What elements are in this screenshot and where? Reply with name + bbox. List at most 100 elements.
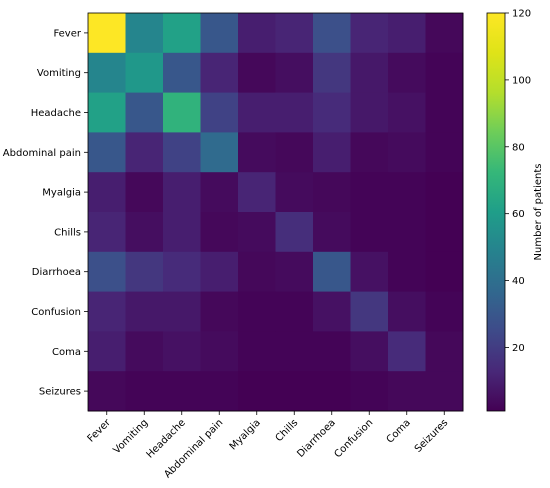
heatmap-cell — [125, 172, 164, 213]
heatmap-cell — [275, 371, 314, 412]
heatmap-cell — [238, 132, 276, 173]
heatmap-cell — [200, 212, 239, 253]
row-label: Diarrhoea — [32, 267, 81, 278]
heatmap-cell — [388, 92, 426, 133]
heatmap-cell — [350, 371, 389, 412]
heatmap-cell — [88, 13, 126, 54]
heatmap-cell — [425, 331, 464, 372]
heatmap-cell — [88, 52, 126, 94]
heatmap-cell — [350, 172, 389, 213]
heatmap-cell — [88, 172, 126, 213]
heatmap-cell — [275, 172, 314, 213]
heatmap-cell — [425, 371, 464, 412]
plot-frame — [87, 12, 464, 412]
colorbar-ticks: 20 40 60 80 100 120 — [505, 9, 531, 354]
heatmap-cell — [163, 251, 201, 293]
row-label: Fever — [53, 28, 81, 39]
heatmap-cell — [238, 13, 276, 54]
heatmap-cell — [125, 331, 164, 372]
heatmap-cell — [88, 291, 126, 332]
heatmap-cell — [200, 172, 239, 213]
heatmap-cell — [200, 371, 239, 412]
heatmap-cell — [313, 371, 351, 412]
heatmap-cell — [200, 92, 239, 133]
heatmap-cell — [163, 92, 201, 133]
heatmap-cell — [313, 132, 351, 173]
row-label: Confusion — [31, 307, 81, 318]
heatmap-cell — [313, 52, 351, 94]
heatmap-cell — [425, 92, 464, 133]
row-label: Seizures — [39, 387, 81, 398]
heatmap-cell — [238, 52, 276, 94]
heatmap-cell — [275, 251, 314, 293]
heatmap-cell — [425, 172, 464, 213]
heatmap-cell — [350, 251, 389, 293]
heatmap-cell — [388, 13, 426, 54]
heatmap-cell — [88, 132, 126, 173]
heatmap-cell — [425, 251, 464, 293]
heatmap-cell — [200, 52, 239, 94]
heatmap-cell — [350, 92, 389, 133]
heatmap-cell — [275, 52, 314, 94]
heatmap-cell — [200, 251, 239, 293]
heatmap-cell — [88, 331, 126, 372]
heatmap-cell — [313, 13, 351, 54]
heatmap-cell — [313, 251, 351, 293]
heatmap-cell — [425, 291, 464, 332]
heatmap-cell — [163, 13, 201, 54]
heatmap-cell — [350, 212, 389, 253]
heatmap-cell — [125, 251, 164, 293]
row-label: Chills — [54, 227, 81, 238]
heatmap-cell — [275, 13, 314, 54]
heatmap-cell — [425, 13, 464, 54]
heatmap-cell — [388, 172, 426, 213]
column-label: Diarrhoea — [295, 417, 338, 460]
row-label: Coma — [52, 347, 81, 358]
colorbar-tick-label: 20 — [512, 343, 525, 354]
column-label: Fever — [86, 417, 114, 445]
column-label: Vomiting — [111, 417, 150, 456]
colorbar-tick-label: 120 — [512, 9, 531, 20]
heatmap-cell — [275, 132, 314, 173]
heatmap-cell — [238, 331, 276, 372]
heatmap-cell — [125, 52, 164, 94]
heatmap-cell — [388, 371, 426, 412]
heatmap-cell — [163, 172, 201, 213]
heatmap-cell — [425, 212, 464, 253]
heatmap-cell — [275, 92, 314, 133]
heatmap-cell — [350, 331, 389, 372]
column-label: Coma — [385, 417, 413, 445]
colorbar-tick-label: 80 — [512, 142, 525, 153]
heatmap-cells — [88, 13, 464, 412]
heatmap-cell — [388, 331, 426, 372]
colorbar-tick-label: 100 — [512, 75, 531, 86]
heatmap-cell — [163, 371, 201, 412]
heatmap-cell — [200, 132, 239, 173]
row-labels: Fever Vomiting Headache Abdominal pain Myalg… — [3, 28, 88, 398]
heatmap-cell — [313, 212, 351, 253]
heatmap-cell — [425, 52, 464, 94]
heatmap-cell — [275, 212, 314, 253]
heatmap-cell — [200, 291, 239, 332]
row-label: Vomiting — [37, 68, 81, 79]
heatmap-cell — [313, 291, 351, 332]
heatmap-cell — [125, 132, 164, 173]
column-label: Chills — [274, 417, 301, 444]
column-label: Myalgia — [228, 417, 263, 452]
heatmap-cell — [238, 251, 276, 293]
heatmap-cell — [350, 132, 389, 173]
row-label: Headache — [31, 108, 81, 119]
heatmap-cell — [163, 132, 201, 173]
column-label: Seizures — [413, 417, 451, 455]
heatmap-cell — [425, 132, 464, 173]
colorbar-label: Number of patients — [533, 164, 544, 261]
heatmap-cell — [163, 52, 201, 94]
column-label: Confusion — [332, 417, 375, 460]
heatmap-cell — [238, 92, 276, 133]
heatmap-cell — [350, 291, 389, 332]
heatmap-cell — [88, 251, 126, 293]
heatmap-cell — [125, 92, 164, 133]
heatmap-cell — [388, 132, 426, 173]
